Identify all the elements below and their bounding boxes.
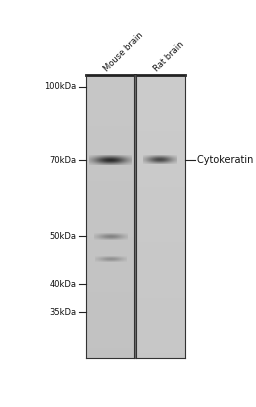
Text: 50kDa: 50kDa [50, 232, 77, 241]
Text: Rat brain: Rat brain [152, 40, 185, 74]
Text: Cytokeratin 1: Cytokeratin 1 [197, 155, 256, 165]
Text: 100kDa: 100kDa [44, 82, 77, 91]
Text: Mouse brain: Mouse brain [102, 31, 145, 74]
Text: 40kDa: 40kDa [50, 280, 77, 289]
Text: 70kDa: 70kDa [49, 155, 77, 164]
Bar [134, 75, 136, 357]
Text: 35kDa: 35kDa [49, 308, 77, 317]
